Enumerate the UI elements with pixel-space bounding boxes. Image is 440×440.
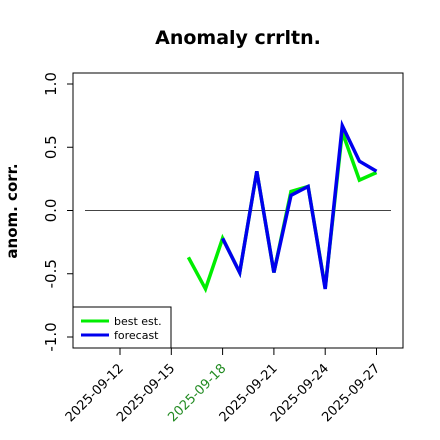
y-tick-label: -0.5 xyxy=(42,259,60,288)
y-axis: -1.0 -0.5 0.0 0.5 1.0 xyxy=(42,72,73,352)
y-tick-label: 0.0 xyxy=(42,199,60,223)
series-line-forecast xyxy=(221,119,378,290)
chart-title: Anomaly crrltn. xyxy=(155,27,321,49)
x-axis: 2025-09-122025-09-152025-09-182025-09-21… xyxy=(63,348,383,425)
y-tick-label: 0.5 xyxy=(42,135,60,159)
legend-label-forecast: forecast xyxy=(114,329,159,342)
y-tick-label: -1.0 xyxy=(42,322,60,351)
series-layer xyxy=(186,119,378,294)
y-tick-label: 1.0 xyxy=(42,72,60,96)
legend-label-best-est: best est. xyxy=(114,315,162,328)
legend-box xyxy=(72,306,172,349)
y-axis-label: anom. corr. xyxy=(3,163,21,258)
legend: best est. forecast xyxy=(72,306,172,349)
